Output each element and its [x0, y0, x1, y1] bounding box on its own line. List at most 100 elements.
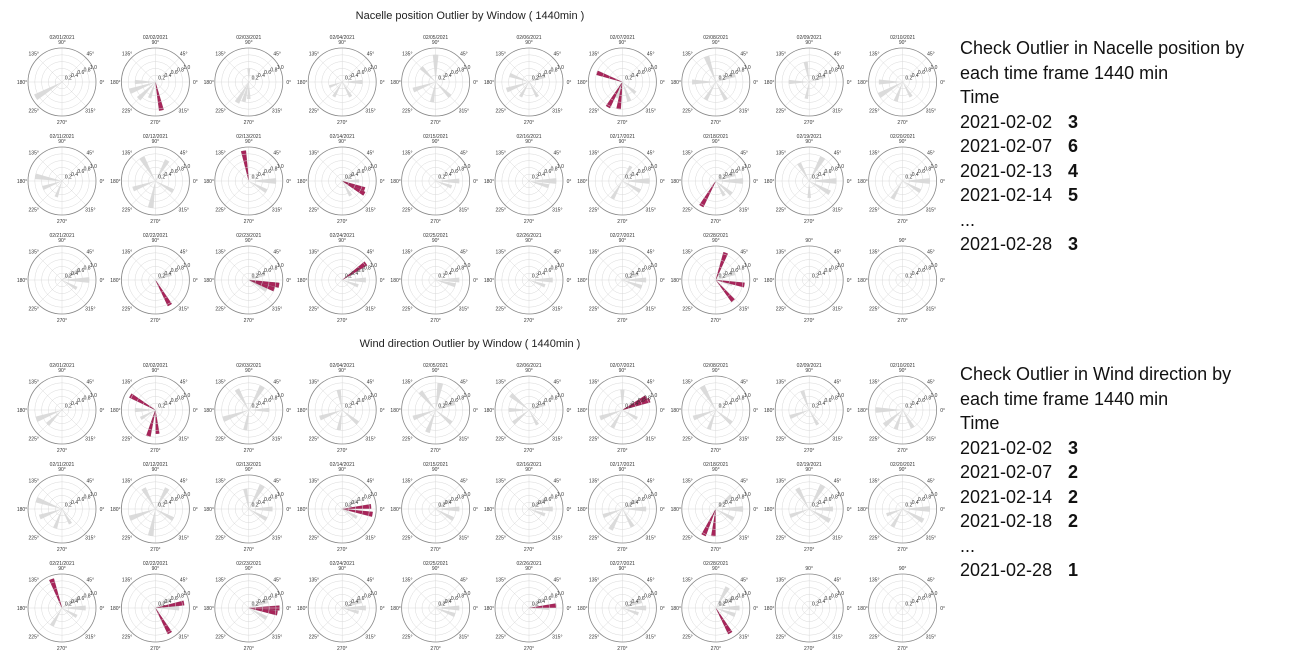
- angular-gridline: [411, 255, 436, 281]
- angular-gridline: [131, 255, 156, 281]
- angle-tick-label: 225°: [776, 535, 786, 541]
- polar-subplot: 02/23/2021 0° 45° 90° 135° 180° 225° 270° 315° 0.…: [204, 233, 292, 324]
- angle-tick-label: 180°: [110, 80, 120, 86]
- histogram-bar: [509, 392, 529, 410]
- radial-tick-label: 0.8: [84, 396, 91, 402]
- radial-tick-label: 0.4: [258, 271, 265, 277]
- radial-tick-label: 0.6: [825, 70, 832, 76]
- angular-gridline: [131, 81, 156, 107]
- radial-tick-label: 0.4: [632, 172, 639, 178]
- angular-gridline: [504, 57, 530, 83]
- polar-subplot: 02/07/2021 0° 45° 90° 135° 180° 225° 270° 315° 0.…: [577, 35, 665, 126]
- angular-gridline: [61, 409, 87, 435]
- angle-tick-label: 45°: [554, 151, 562, 157]
- histogram-bar: [715, 608, 736, 617]
- radial-tick-label: 0.4: [351, 599, 358, 605]
- angle-tick-label: 315°: [272, 207, 282, 213]
- radial-tick-label: 1.0: [183, 393, 190, 399]
- angle-tick-label: 270°: [244, 120, 254, 126]
- radial-tick-label: 0.4: [725, 271, 732, 277]
- radial-tick-label: 1.0: [277, 393, 284, 399]
- angular-gridline: [435, 409, 460, 435]
- angular-gridline: [131, 156, 156, 182]
- angular-gridline: [784, 180, 810, 206]
- histogram-bar: [435, 410, 453, 425]
- polar-frame: [401, 245, 471, 315]
- angle-tick-label: 180°: [110, 408, 120, 414]
- angle-tick-label: 90°: [619, 139, 627, 145]
- subplot-date: 02/28/2021: [703, 561, 728, 567]
- polar-subplot: 02/02/2021 0° 45° 90° 135° 180° 225° 270° 315° 0.…: [110, 363, 198, 454]
- angle-tick-label: 45°: [740, 380, 748, 386]
- angle-tick-label: 270°: [617, 318, 627, 324]
- radial-tick-label: 0.2: [812, 502, 819, 508]
- angular-gridline: [902, 156, 927, 182]
- angular-gridline: [317, 583, 343, 609]
- angle-tick-label: 270°: [57, 219, 67, 225]
- angle-tick-label: 45°: [460, 250, 468, 256]
- angle-tick-label: 0°: [567, 606, 572, 612]
- angular-gridline: [598, 180, 623, 206]
- angular-gridline: [131, 385, 156, 411]
- angular-gridline: [342, 255, 367, 281]
- angular-gridline: [342, 409, 367, 435]
- angle-tick-label: 225°: [589, 535, 599, 541]
- angle-tick-label: 180°: [110, 507, 120, 513]
- radial-tick-label: 0.8: [924, 396, 931, 402]
- subplot-date: 02/01/2021: [49, 363, 74, 369]
- radial-tick-label: 0.8: [924, 594, 931, 600]
- angle-tick-label: 315°: [552, 306, 562, 312]
- angle-tick-label: 315°: [365, 108, 375, 114]
- angle-tick-label: 180°: [390, 179, 400, 185]
- subplot-date: 02/12/2021: [143, 462, 168, 468]
- radial-tick-label: 0.2: [438, 174, 445, 180]
- polar-frame: [401, 474, 471, 544]
- angle-tick-label: 45°: [740, 151, 748, 157]
- angle-tick-label: 225°: [29, 306, 39, 312]
- polar-subplot: 02/21/2021 0° 45° 90° 135° 180° 225° 270° 315° 0.…: [17, 233, 105, 324]
- histogram-bar: [42, 181, 62, 190]
- angular-gridline: [504, 255, 530, 281]
- angular-gridline: [248, 607, 274, 633]
- radial-tick-label: 0.2: [812, 403, 819, 409]
- angular-gridline: [342, 81, 367, 107]
- angular-gridline: [622, 484, 647, 510]
- angle-tick-label: 270°: [150, 318, 160, 324]
- angle-tick-label: 135°: [402, 151, 412, 157]
- radial-tick-label: 1.0: [837, 492, 844, 498]
- angle-tick-label: 180°: [17, 278, 27, 284]
- angular-gridline: [131, 484, 156, 510]
- angle-tick-label: 180°: [857, 80, 867, 86]
- radial-tick-label: 0.4: [258, 73, 265, 79]
- angular-gridline: [878, 180, 903, 206]
- angle-tick-label: 225°: [215, 634, 225, 640]
- subplot-date: 02/22/2021: [143, 561, 168, 567]
- angular-gridline: [809, 279, 834, 305]
- angle-tick-label: 90°: [432, 368, 440, 374]
- angular-gridline: [61, 255, 87, 281]
- angular-gridline: [715, 255, 741, 281]
- radial-tick-label: 0.4: [725, 401, 732, 407]
- histogram-bar: [319, 410, 343, 421]
- histogram-bar: [342, 82, 353, 98]
- angle-tick-label: 45°: [87, 380, 95, 386]
- histogram-bar: [248, 385, 265, 410]
- polar-subplot: 02/14/2021 0° 45° 90° 135° 180° 225° 270° 315° 0.…: [297, 462, 385, 553]
- angular-gridline: [435, 385, 460, 411]
- angular-gridline: [155, 279, 180, 305]
- angular-gridline: [809, 583, 834, 609]
- angle-tick-label: 135°: [589, 250, 599, 256]
- angle-tick-label: 315°: [832, 306, 842, 312]
- polar-frame: [27, 146, 97, 216]
- outlier-bar: [155, 607, 172, 635]
- angle-tick-label: 135°: [589, 151, 599, 157]
- histogram-bar: [435, 509, 455, 521]
- radial-tick-label: 0.4: [912, 73, 919, 79]
- radial-tick-label: 1.0: [557, 393, 564, 399]
- angle-tick-label: 90°: [525, 40, 533, 46]
- angular-gridline: [691, 607, 716, 633]
- subplot-date: 02/07/2021: [610, 35, 635, 41]
- angular-gridline: [878, 583, 903, 609]
- radial-tick-label: 0.8: [177, 266, 184, 272]
- radial-tick-label: 1.0: [744, 591, 751, 597]
